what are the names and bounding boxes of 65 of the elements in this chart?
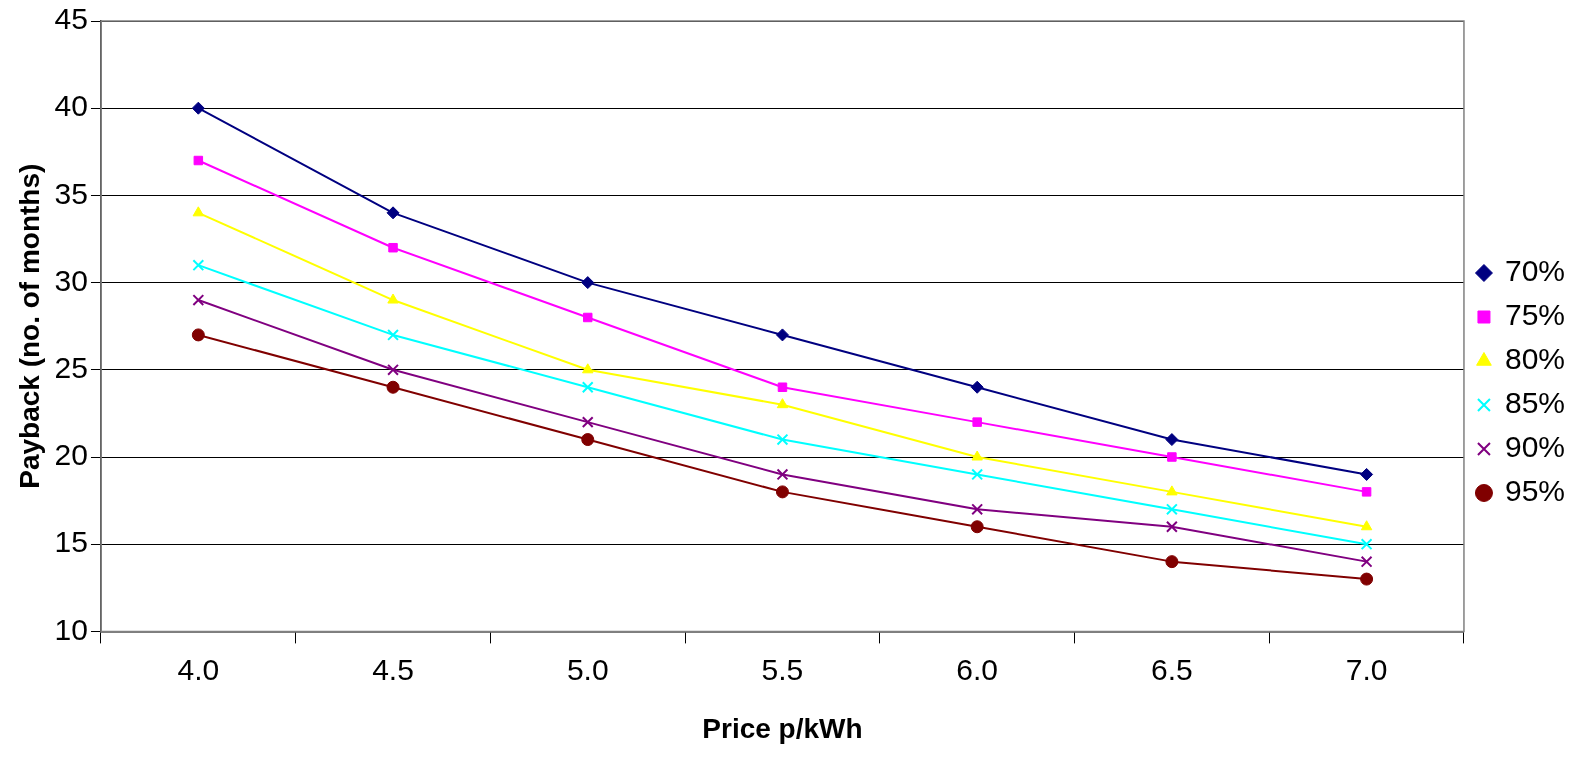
- x-tick-label: 5.0: [566, 652, 609, 686]
- point: [387, 293, 399, 304]
- point: [191, 101, 205, 115]
- legend-label: 80%: [1504, 342, 1565, 376]
- point: [386, 206, 400, 220]
- point: [193, 155, 204, 166]
- y-tick-label: 15: [54, 525, 88, 559]
- point: [971, 503, 984, 516]
- x-tick-label: 7.0: [1345, 652, 1388, 686]
- point: [775, 328, 789, 342]
- point: [581, 381, 594, 394]
- point: [1165, 520, 1178, 533]
- y-axis-title: Payback (no. of months): [13, 163, 45, 489]
- point: [192, 206, 205, 217]
- y-tick-label: 20: [54, 438, 88, 472]
- y-tick-label: 45: [54, 2, 88, 36]
- point: [192, 294, 205, 306]
- point: [1166, 485, 1178, 496]
- point: [388, 242, 398, 253]
- y-tick-label: 35: [54, 176, 88, 210]
- y-tick-label: 10: [54, 612, 88, 646]
- legend-label: 85%: [1504, 386, 1565, 420]
- point: [1360, 520, 1373, 531]
- point: [971, 468, 984, 481]
- point: [971, 450, 983, 461]
- x-axis-title: Price p/kWh: [702, 712, 863, 744]
- point: [775, 485, 789, 499]
- point: [776, 433, 789, 446]
- point: [581, 416, 594, 429]
- x-tick-label: 4.0: [177, 652, 220, 686]
- point: [1360, 538, 1373, 551]
- point: [581, 433, 595, 447]
- point: [191, 328, 205, 342]
- legend-label: 95%: [1504, 474, 1565, 508]
- point: [777, 382, 788, 392]
- y-tick-label: 40: [54, 89, 88, 123]
- point: [1165, 555, 1179, 569]
- point: [1361, 487, 1372, 497]
- x-tick-label: 6.0: [956, 652, 999, 686]
- x-tick-label: 6.5: [1151, 652, 1193, 686]
- point: [970, 520, 984, 534]
- point: [1165, 503, 1178, 516]
- point: [582, 363, 594, 374]
- point: [192, 259, 205, 272]
- point: [1360, 572, 1374, 586]
- point: [583, 312, 593, 323]
- point: [970, 380, 984, 394]
- y-tick-label: 30: [54, 263, 88, 297]
- point: [1360, 467, 1374, 481]
- point: [972, 417, 982, 427]
- point: [1167, 452, 1177, 462]
- point: [1165, 433, 1179, 447]
- legend-label: 70%: [1504, 254, 1565, 288]
- point: [776, 468, 789, 481]
- y-tick-label: 25: [54, 351, 88, 385]
- x-tick-label: 4.5: [372, 652, 414, 686]
- point: [581, 276, 595, 290]
- point: [387, 363, 399, 376]
- x-tick-label: 5.5: [761, 652, 804, 686]
- point: [1360, 555, 1373, 568]
- legend-label: 90%: [1504, 430, 1565, 464]
- point: [386, 380, 400, 394]
- point: [387, 328, 399, 341]
- point: [776, 398, 789, 409]
- legend-label: 75%: [1504, 298, 1565, 332]
